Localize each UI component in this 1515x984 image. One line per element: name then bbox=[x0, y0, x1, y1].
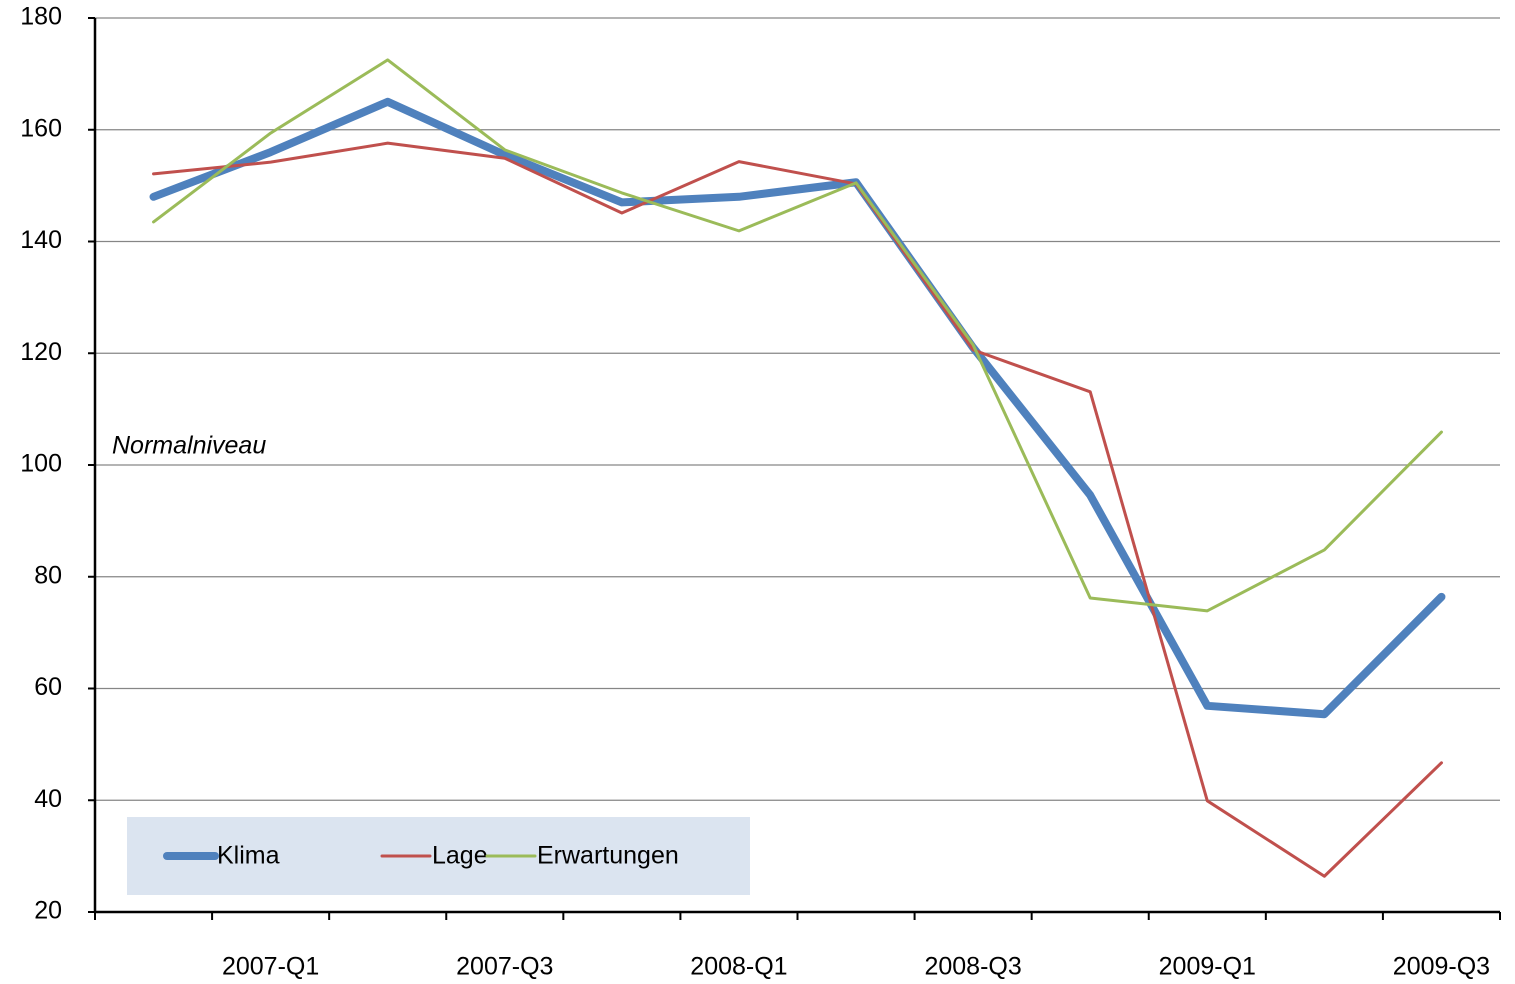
x-tick-label: 2007-Q1 bbox=[222, 953, 319, 981]
y-tick-label: 160 bbox=[20, 114, 62, 142]
series-line bbox=[152, 58, 1443, 613]
y-tick-label: 120 bbox=[20, 338, 62, 366]
y-tick-label: 140 bbox=[20, 226, 62, 254]
x-tick-label: 2007-Q3 bbox=[456, 953, 553, 981]
legend-box bbox=[127, 817, 750, 895]
series-line bbox=[149, 97, 1446, 719]
y-tick-label: 20 bbox=[34, 897, 62, 925]
y-tick-label: 40 bbox=[34, 785, 62, 813]
y-tick-label: 80 bbox=[34, 561, 62, 589]
series-line bbox=[152, 141, 1443, 878]
annotation: Normalniveau bbox=[112, 432, 266, 460]
legend: Klima Lage Erwartungen bbox=[127, 817, 750, 895]
legend-label: Klima bbox=[217, 842, 280, 870]
y-tick-label: 100 bbox=[20, 450, 62, 478]
y-tick-label: 60 bbox=[34, 673, 62, 701]
x-tick-label: 2009-Q1 bbox=[1159, 953, 1256, 981]
y-tick-label: 180 bbox=[20, 3, 62, 31]
x-tick-label: 2008-Q3 bbox=[924, 953, 1021, 981]
legend-label: Lage bbox=[432, 842, 488, 870]
legend-label: Erwartungen bbox=[537, 842, 679, 870]
x-tick-label: 2008-Q1 bbox=[690, 953, 787, 981]
x-tick-label: 2009-Q3 bbox=[1393, 953, 1490, 981]
